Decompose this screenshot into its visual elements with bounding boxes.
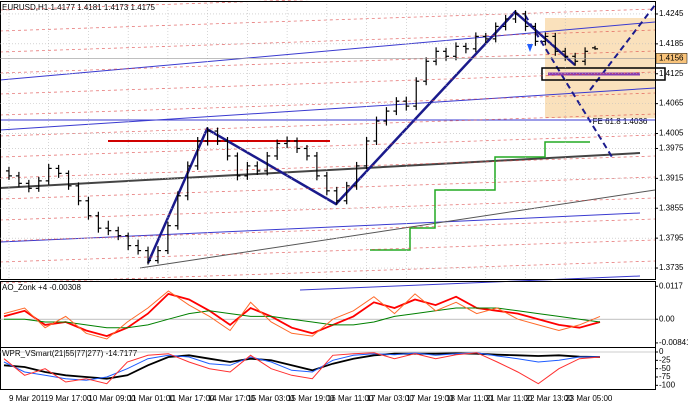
x-tick-label: 17 Mar 03:00 [367,394,415,403]
fan-line [0,92,656,116]
channel-line [0,87,656,131]
y-tick-label: -50 [659,364,671,373]
x-tick-label: 9 Mar 2011 [9,394,49,403]
projection [524,14,613,158]
channel-line [0,212,641,243]
y-tick-label: 0.0117 [659,281,683,290]
x-tick-label: 9 Mar 17:00 [49,394,92,403]
fan-line [0,218,656,242]
pane-title: WPR_VSmart(21|55|77|277) -14.7177 [2,349,138,358]
fan-line [0,71,656,95]
series-line [3,292,601,338]
y-tick-label: 1.3915 [659,173,684,182]
fan-line [0,8,656,32]
box [541,67,666,81]
x-tick-label: 15 Mar 03:00 [247,394,295,403]
series-line [3,290,601,340]
annotation: FE 61.8 1.4036 [593,117,648,126]
y-tick-label: 1.3735 [659,263,684,272]
y-tick-label: 1.3795 [659,233,684,242]
pane-title: AO_Zonk +4 -0.00308 [2,283,81,292]
trend-line [139,189,656,269]
fan-line [0,176,656,200]
x-tick-label: 22 Mar 13:00 [526,394,574,403]
x-tick-label: 16 Mar 11:00 [327,394,374,403]
fan-line [0,239,656,263]
arrow [527,44,533,52]
trend-line [0,152,641,189]
y-tick-label: 1.4125 [659,69,684,78]
y-tick-label: 1.4065 [659,99,684,108]
fan-line [0,134,656,158]
x-tick-label: 15 Mar 19:00 [287,394,335,403]
fan-line [0,0,310,11]
fan-line [0,197,656,221]
y-tick-label: 1.4245 [659,9,684,18]
y-tick-label: -100 [659,380,676,389]
x-tick-label: 11 Mar 01:00 [128,394,175,403]
x-tick-label: 18 Mar 11:00 [446,394,493,403]
y-tick-label: -75 [659,372,671,381]
projection [589,4,656,91]
y-tick-label: -0.00841 [659,338,688,347]
y-tick-label: 1.3975 [659,144,684,153]
fan-line [0,113,656,137]
series-line [4,307,601,329]
fan-line [0,155,656,179]
y-tick-label: -25 [659,355,671,364]
series-line [3,352,601,385]
y-tick-label: 0 [659,347,664,356]
x-tick-label: 21 Mar 11:00 [486,394,533,403]
x-tick-label: 17 Mar 19:00 [406,394,454,403]
series-line [3,352,601,381]
y-tick-label: 1.4185 [659,39,684,48]
series-line [3,352,601,380]
channel-line [299,275,641,291]
y-tick-label: 1.4005 [659,129,684,138]
channel-line [0,21,656,81]
fan-line [0,50,656,74]
y-tick-label: 0.00 [659,314,675,323]
x-tick-label: 11 Mar 17:00 [168,394,215,403]
step-line [370,141,590,251]
price-box [655,53,688,64]
x-tick-label: 14 Mar 17:00 [208,394,256,403]
x-tick-label: 10 Mar 09:00 [88,394,136,403]
x-tick-label: 23 Mar 05:00 [565,394,613,403]
price-label: 1.4156 [659,53,684,62]
y-tick-label: 1.3855 [659,203,684,212]
pane-frame [0,1,656,280]
